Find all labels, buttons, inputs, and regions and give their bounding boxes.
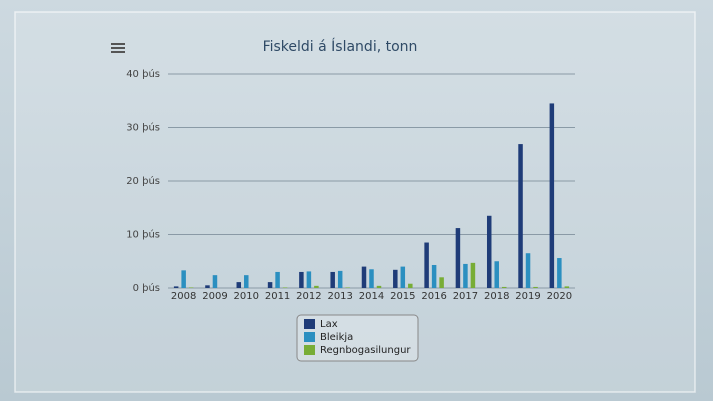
bar	[205, 285, 210, 288]
bar	[299, 271, 304, 288]
y-tick-label: 20 þús	[126, 175, 160, 187]
bar	[236, 282, 242, 288]
y-tick-label: 10 þús	[126, 229, 160, 241]
bar	[400, 266, 406, 288]
bar	[455, 228, 461, 288]
x-tick-label: 2019	[515, 291, 540, 302]
bar	[314, 285, 319, 288]
legend-label: Lax	[320, 319, 338, 330]
x-tick-label: 2010	[234, 291, 259, 302]
x-tick-label: 2015	[390, 291, 415, 302]
x-tick-label: 2018	[484, 291, 509, 302]
bar	[275, 271, 280, 288]
bar	[188, 287, 194, 288]
legend	[296, 314, 419, 362]
bar	[393, 269, 398, 288]
x-tick-label: 2009	[202, 291, 227, 302]
chart-title: Fiskeldi á Íslandi, tonn	[263, 38, 418, 55]
bar	[408, 283, 413, 288]
x-tick-label: 2016	[421, 291, 446, 302]
y-tick-label: 30 þús	[126, 122, 160, 134]
bar	[549, 103, 555, 288]
bar	[525, 253, 531, 288]
bar	[244, 275, 249, 288]
bar	[557, 258, 562, 288]
legend-label: Bleikja	[320, 332, 353, 343]
bar	[463, 263, 468, 288]
bar	[212, 275, 218, 288]
bar	[267, 282, 273, 288]
bar	[330, 271, 335, 288]
bar	[181, 270, 186, 288]
bar	[173, 286, 179, 288]
bar	[470, 262, 476, 288]
bar	[376, 285, 382, 288]
bar	[282, 287, 288, 288]
bar	[486, 215, 492, 288]
chart-panel	[14, 11, 696, 393]
legend-label: Regnbogasilungur	[320, 345, 411, 356]
y-tick-label: 0 þús	[133, 282, 160, 294]
bar	[533, 286, 538, 288]
x-tick-label: 2014	[359, 291, 384, 302]
x-tick-label: 2013	[327, 291, 352, 302]
bar	[369, 269, 374, 288]
bar	[494, 261, 499, 288]
bar	[439, 277, 444, 288]
bar	[424, 242, 429, 288]
x-tick-label: 2020	[547, 291, 572, 302]
legend-swatch	[304, 319, 315, 329]
x-tick-label: 2017	[453, 291, 478, 302]
legend-swatch	[304, 332, 315, 342]
x-tick-label: 2012	[296, 291, 321, 302]
bar	[337, 270, 343, 288]
bar	[564, 286, 570, 288]
x-tick-label: 2008	[171, 291, 196, 302]
x-tick-label: 2011	[265, 291, 290, 302]
bar	[501, 286, 507, 288]
bar	[306, 271, 312, 288]
bar	[361, 266, 367, 288]
legend-swatch	[304, 345, 315, 355]
bar	[345, 287, 350, 288]
bar	[518, 144, 523, 288]
menu-button[interactable]	[111, 43, 125, 53]
y-tick-label: 40 þús	[126, 68, 160, 80]
bar	[431, 264, 437, 288]
